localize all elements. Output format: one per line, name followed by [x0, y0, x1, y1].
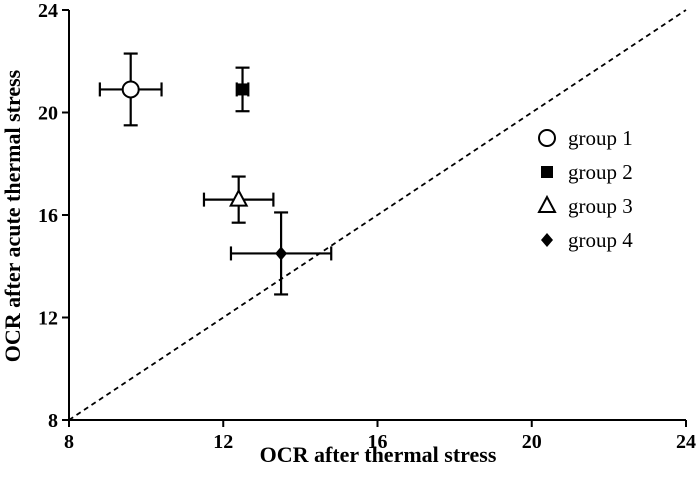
- legend-label: group 3: [568, 194, 633, 218]
- y-tick-label: 24: [38, 0, 58, 22]
- legend: group 1 group 2 group 3 group 4: [537, 126, 633, 252]
- x-tick-label: 20: [522, 431, 542, 453]
- legend-marker: [537, 194, 557, 213]
- legend-marker: [541, 233, 553, 247]
- x-tick-label: 24: [676, 431, 696, 453]
- series-4: [229, 211, 333, 296]
- data-point: [229, 188, 249, 207]
- x-axis-ticks: 8 12 16 20 24: [64, 420, 696, 453]
- series-2: [235, 66, 250, 113]
- data-point: [236, 83, 249, 96]
- x-tick-label: 12: [213, 431, 233, 453]
- x-tick-label: 8: [64, 431, 74, 453]
- x-tick-label: 16: [368, 431, 388, 453]
- identity-reference-line: [68, 9, 687, 421]
- series-1: [98, 52, 163, 127]
- plot-area: [68, 9, 687, 421]
- y-axis-ticks: 8 12 16 20 24: [38, 0, 69, 432]
- y-tick-label: 12: [38, 308, 58, 330]
- y-tick-label: 8: [48, 410, 58, 432]
- legend-label: group 1: [568, 126, 633, 150]
- series-3: [202, 175, 275, 224]
- legend-marker: [538, 129, 556, 147]
- x-axis-title: OCR after thermal stress: [260, 442, 497, 467]
- legend-label: group 4: [568, 228, 633, 252]
- y-tick-label: 16: [38, 205, 58, 227]
- legend-label: group 2: [568, 160, 633, 184]
- legend-marker: [541, 166, 553, 178]
- data-point: [275, 246, 288, 261]
- data-point: [121, 80, 140, 99]
- y-axis-title: OCR after acute thermal stress: [0, 69, 25, 362]
- y-tick-label: 20: [38, 103, 58, 125]
